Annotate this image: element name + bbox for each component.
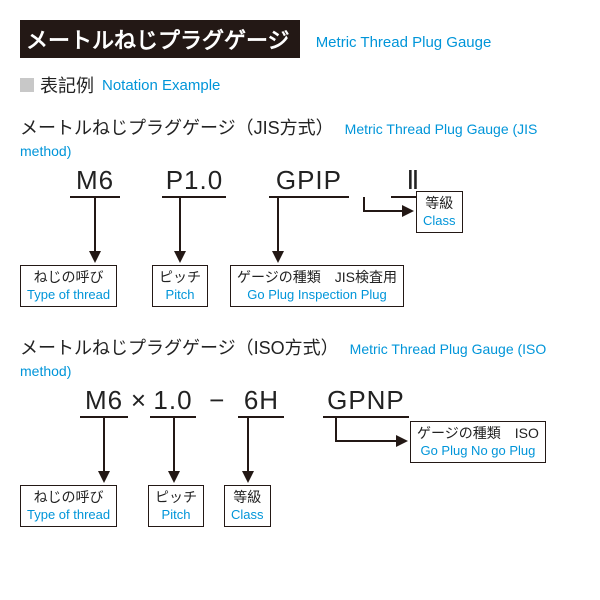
square-marker	[20, 78, 34, 92]
notation-line: 表記例 Notation Example	[20, 72, 580, 98]
jis-box-class-en: Class	[423, 213, 456, 229]
jis-p1: M6	[70, 165, 120, 198]
title-jp: メートルねじプラグゲージ	[20, 20, 300, 58]
jis-heading: メートルねじプラグゲージ（JIS方式） Metric Thread Plug G…	[20, 114, 580, 161]
iso-box-thread-en: Type of thread	[27, 507, 110, 523]
iso-box-gauge-en: Go Plug No go Plug	[417, 443, 539, 459]
jis-box-pitch-jp: ピッチ	[159, 269, 201, 285]
jis-box-pitch: ピッチ Pitch	[152, 265, 208, 307]
iso-heading: メートルねじプラグゲージ（ISO方式） Metric Thread Plug G…	[20, 334, 580, 381]
iso-p4: GPNP	[323, 385, 409, 418]
iso-x: ×	[128, 385, 150, 416]
jis-box-class-jp: 等級	[425, 195, 453, 211]
jis-box-gauge: ゲージの種類 JIS検査用 Go Plug Inspection Plug	[230, 265, 404, 307]
notation-en: Notation Example	[102, 77, 220, 94]
iso-p3: 6H	[238, 385, 284, 418]
iso-box-pitch-jp: ピッチ	[155, 489, 197, 505]
iso-box-thread: ねじの呼び Type of thread	[20, 485, 117, 527]
iso-box-class: 等級 Class	[224, 485, 271, 527]
notation-jp: 表記例	[40, 72, 94, 98]
jis-box-thread-en: Type of thread	[27, 287, 110, 303]
iso-box-gauge-jp: ゲージの種類 ISO	[417, 425, 539, 441]
jis-box-class: 等級 Class	[416, 191, 463, 233]
jis-box-gauge-en: Go Plug Inspection Plug	[237, 287, 397, 303]
iso-diagram: M6×1.0 − 6H GPNP ゲージの種類 ISO Go Plug No g…	[20, 385, 580, 535]
iso-box-thread-jp: ねじの呼び	[34, 489, 104, 505]
jis-p2: P1.0	[162, 165, 226, 198]
iso-p1: M6	[80, 385, 128, 418]
iso-dash: −	[204, 385, 230, 416]
title-bar: メートルねじプラグゲージ Metric Thread Plug Gauge	[20, 20, 580, 58]
jis-box-thread: ねじの呼び Type of thread	[20, 265, 117, 307]
jis-diagram: M6 P1.0 GPIP Ⅱ ねじの呼び Type of thread ピッチ …	[20, 165, 580, 310]
jis-box-gauge-jp: ゲージの種類 JIS検査用	[237, 269, 397, 285]
iso-box-class-en: Class	[231, 507, 264, 523]
jis-p3: GPIP	[269, 165, 349, 198]
iso-box-pitch: ピッチ Pitch	[148, 485, 204, 527]
iso-box-class-jp: 等級	[233, 489, 261, 505]
iso-box-pitch-en: Pitch	[155, 507, 197, 523]
jis-box-thread-jp: ねじの呼び	[34, 269, 104, 285]
title-en: Metric Thread Plug Gauge	[316, 34, 492, 51]
iso-heading-jp: メートルねじプラグゲージ（ISO方式）	[20, 338, 339, 358]
jis-box-pitch-en: Pitch	[159, 287, 201, 303]
jis-heading-jp: メートルねじプラグゲージ（JIS方式）	[20, 118, 334, 138]
iso-box-gauge: ゲージの種類 ISO Go Plug No go Plug	[410, 421, 546, 463]
iso-p2: 1.0	[150, 385, 196, 418]
